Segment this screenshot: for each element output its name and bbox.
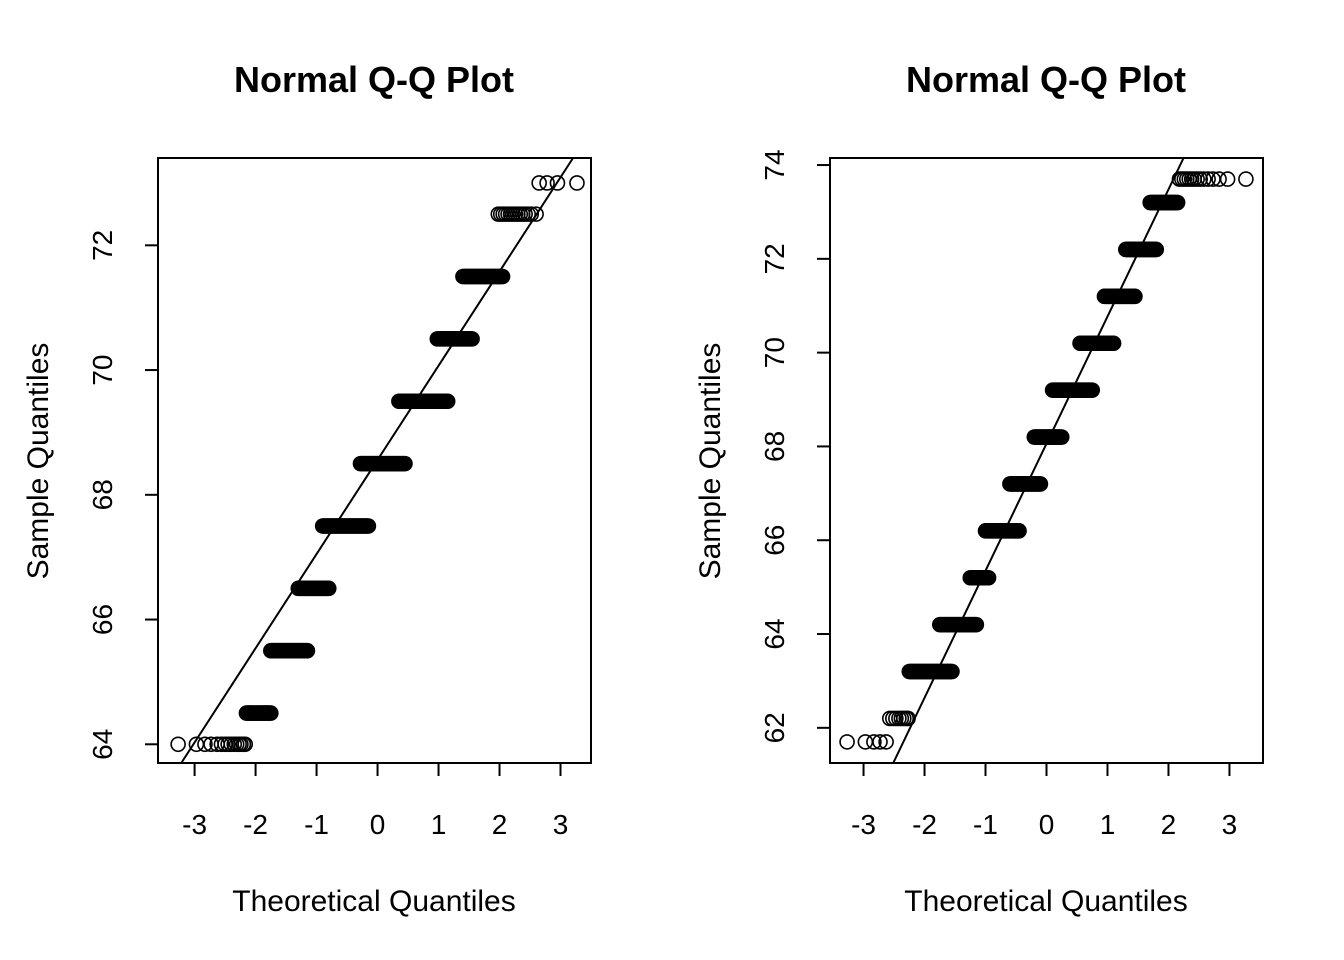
data-point (549, 175, 566, 191)
right-qq-plot: Normal Q-Q Plot Theoretical Quantiles Sa… (694, 59, 1264, 918)
left-plot-title: Normal Q-Q Plot (234, 59, 514, 100)
data-point (531, 175, 547, 191)
data-point (1148, 241, 1165, 258)
right-x-axis: -3 -2 -1 0 1 2 3 (851, 763, 1237, 840)
left-qq-plot: Normal Q-Q Plot Theoretical Quantiles Sa… (22, 59, 592, 918)
right-plot-frame (829, 157, 1264, 764)
data-point (539, 175, 555, 191)
data-point (866, 734, 882, 750)
data-point (1196, 171, 1212, 187)
data-point (1011, 523, 1027, 539)
right-y-tick-label: 72 (759, 243, 790, 274)
left-y-tick-label: 66 (87, 604, 118, 635)
left-x-tick-label: 0 (370, 809, 386, 840)
right-y-tick-label: 62 (759, 712, 790, 743)
left-y-tick-label: 72 (87, 230, 118, 261)
left-data-points (170, 175, 585, 753)
right-y-tick-label: 68 (759, 431, 790, 462)
left-x-tick-label: -1 (304, 809, 329, 840)
data-point (1169, 194, 1186, 211)
data-point (1053, 429, 1070, 445)
left-plot-frame (157, 157, 592, 764)
data-point (360, 518, 377, 534)
right-x-tick-label: 2 (1161, 809, 1177, 840)
left-x-tick-label: -2 (243, 809, 268, 840)
right-y-tick-label: 70 (759, 337, 790, 368)
data-point (237, 736, 254, 753)
data-point (1105, 335, 1122, 352)
left-x-axis: -3 -2 -1 0 1 2 3 (182, 763, 568, 840)
data-point (1219, 171, 1236, 187)
data-point (213, 736, 230, 753)
data-point (839, 734, 855, 750)
left-x-tick-label: 2 (492, 809, 508, 840)
data-point (197, 736, 213, 753)
left-y-axis-label: Sample Quantiles (22, 343, 55, 580)
left-y-tick-label: 64 (87, 729, 118, 760)
data-point (397, 455, 413, 472)
right-y-axis-label: Sample Quantiles (694, 343, 727, 580)
data-point (1084, 382, 1101, 398)
data-point (1211, 171, 1227, 187)
data-point (170, 736, 186, 753)
left-y-tick-label: 70 (87, 354, 118, 385)
left-x-tick-label: -3 (182, 809, 207, 840)
data-point (1200, 171, 1216, 187)
data-point (464, 331, 480, 347)
data-point (1238, 171, 1254, 187)
data-point (878, 734, 894, 750)
data-point (528, 206, 544, 222)
data-point (263, 705, 279, 721)
right-y-tick-label: 64 (759, 618, 790, 649)
right-y-axis: 62 64 66 68 70 72 74 (759, 149, 830, 743)
right-reference-line (892, 157, 1185, 764)
data-point (857, 734, 874, 750)
right-data-points (839, 171, 1254, 750)
data-point (944, 663, 960, 680)
data-point (968, 616, 985, 633)
data-point (872, 734, 888, 750)
data-point (569, 175, 585, 191)
right-y-tick-label: 74 (759, 149, 790, 180)
data-point (320, 580, 337, 597)
right-x-tick-label: 3 (1222, 809, 1238, 840)
right-x-tick-label: -2 (912, 809, 937, 840)
left-y-tick-label: 68 (87, 479, 118, 510)
data-point (299, 642, 316, 659)
left-reference-line (180, 157, 574, 764)
data-point (1192, 171, 1208, 187)
left-y-axis: 64 66 68 70 72 (87, 230, 158, 760)
right-x-tick-label: 0 (1039, 809, 1055, 840)
data-point (439, 393, 456, 410)
left-x-tick-label: 1 (431, 809, 447, 840)
right-x-tick-label: 1 (1100, 809, 1116, 840)
left-x-tick-label: 3 (553, 809, 569, 840)
data-point (1127, 288, 1143, 305)
right-y-tick-label: 66 (759, 525, 790, 556)
right-x-axis-label: Theoretical Quantiles (904, 885, 1187, 918)
right-x-tick-label: -3 (851, 809, 876, 840)
data-point (1032, 476, 1049, 492)
left-x-axis-label: Theoretical Quantiles (232, 885, 515, 918)
data-point (885, 710, 901, 727)
right-x-tick-label: -1 (973, 809, 998, 840)
right-plot-title: Normal Q-Q Plot (906, 59, 1186, 100)
